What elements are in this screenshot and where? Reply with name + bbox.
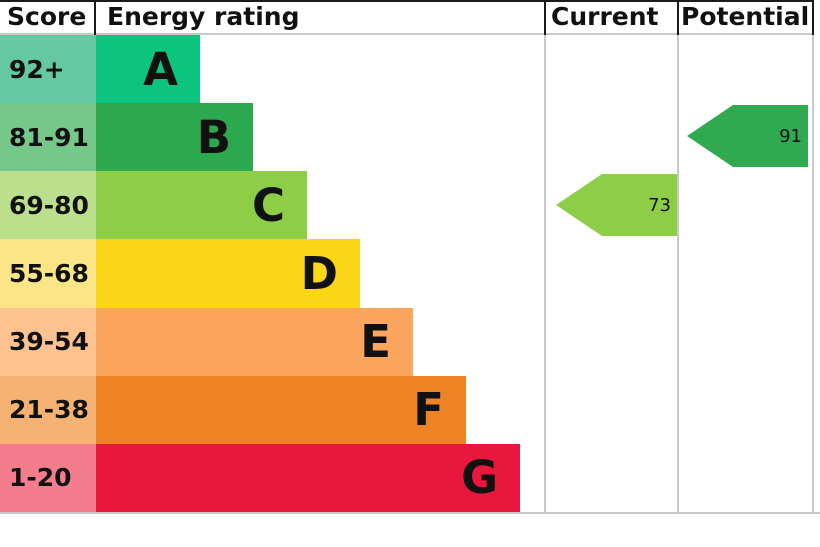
score-range-cell-c: 69-80: [0, 171, 96, 240]
rating-bar-c: C: [96, 171, 307, 240]
rating-bar-d: D: [96, 239, 360, 308]
table-bottom-border: [0, 512, 820, 514]
rating-letter-e: E: [360, 315, 391, 369]
header-bottom-divider: [0, 33, 814, 35]
band-row-d: 55-68 D: [0, 239, 820, 308]
band-row-b: 81-91 B: [0, 103, 820, 172]
band-row-a: 92+ A: [0, 35, 820, 104]
score-range-cell-a: 92+: [0, 35, 96, 104]
rating-bar-f: F: [96, 375, 466, 444]
rating-letter-d: D: [300, 246, 338, 300]
header-divider-potential: [677, 0, 679, 35]
score-range-cell-g: 1-20: [0, 443, 96, 512]
rating-letter-b: B: [196, 110, 231, 164]
rating-bands: 92+ A 81-91 B 69-80 C 55-68 D 39-54: [0, 35, 820, 512]
band-row-e: 39-54 E: [0, 307, 820, 376]
header-right-border: [812, 0, 814, 35]
score-range-cell-d: 55-68: [0, 239, 96, 308]
band-row-f: 21-38 F: [0, 375, 820, 444]
score-range-cell-b: 81-91: [0, 103, 96, 172]
rating-bar-a: A: [96, 35, 200, 104]
column-divider-current: [544, 35, 546, 512]
table-right-border: [812, 35, 814, 512]
rating-letter-a: A: [143, 42, 178, 96]
table-top-border: [0, 0, 814, 2]
score-range-cell-e: 39-54: [0, 307, 96, 376]
rating-bar-g: G: [96, 443, 520, 512]
column-header-current: Current: [551, 2, 659, 31]
potential-rating-value: 91: [779, 125, 802, 147]
band-row-c: 69-80 C: [0, 171, 820, 240]
score-range-cell-f: 21-38: [0, 375, 96, 444]
rating-letter-f: F: [413, 383, 444, 437]
column-header-potential: Potential: [681, 2, 810, 31]
rating-bar-e: E: [96, 307, 413, 376]
header-divider-score: [94, 0, 96, 35]
header-divider-current: [544, 0, 546, 35]
rating-letter-c: C: [251, 178, 285, 232]
rating-letter-g: G: [461, 451, 498, 505]
rating-bar-b: B: [96, 103, 253, 172]
column-divider-potential: [677, 35, 679, 512]
column-header-score: Score: [7, 2, 87, 31]
column-header-energy-rating: Energy rating: [107, 2, 300, 31]
current-rating-value: 73: [648, 194, 671, 216]
band-row-g: 1-20 G: [0, 443, 820, 512]
